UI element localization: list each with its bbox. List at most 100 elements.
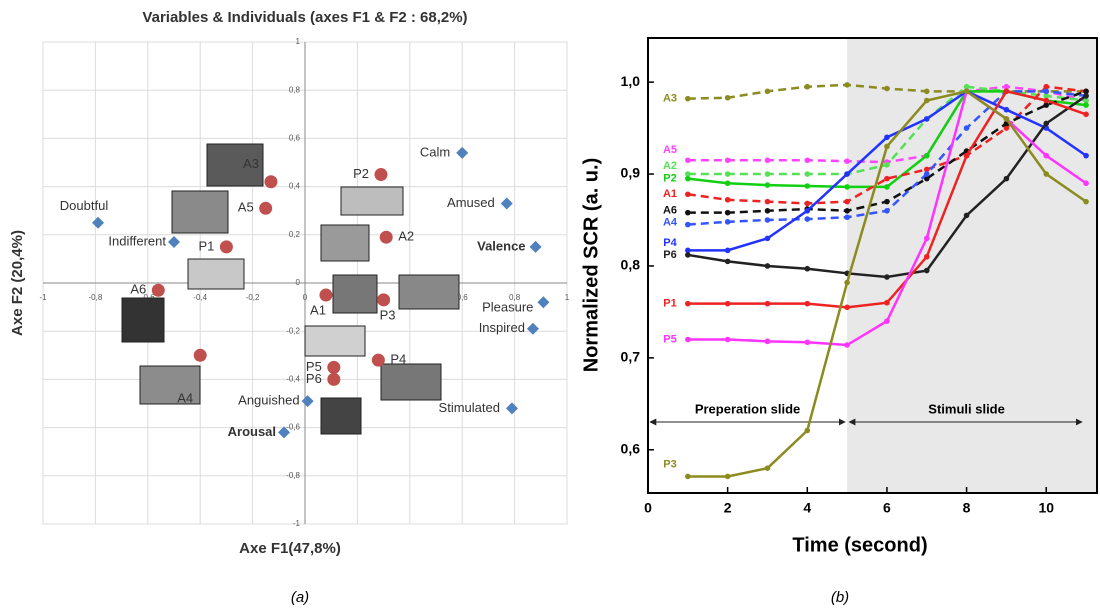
y-tick-label: -0,8 bbox=[286, 471, 300, 480]
point-label: A2 bbox=[398, 229, 414, 244]
x-tick-label: 8 bbox=[963, 500, 971, 516]
series-point bbox=[764, 171, 771, 177]
series-point bbox=[1043, 97, 1050, 104]
stimulus-shade bbox=[847, 38, 1098, 493]
series-point bbox=[764, 300, 771, 307]
series-point bbox=[1043, 102, 1050, 108]
image bbox=[171, 190, 229, 234]
individual-point bbox=[371, 353, 385, 367]
point-label: Arousal bbox=[228, 424, 276, 439]
series-point bbox=[764, 208, 771, 214]
image bbox=[380, 363, 442, 401]
series-point bbox=[724, 336, 731, 343]
series-point bbox=[963, 125, 970, 131]
series-label: P2 bbox=[663, 173, 676, 185]
series-point bbox=[844, 158, 850, 164]
x-axis-title: Time (second) bbox=[792, 534, 927, 556]
series-point bbox=[685, 473, 691, 480]
x-tick-label: 1 bbox=[565, 293, 570, 302]
point-label: Inspired bbox=[479, 320, 525, 335]
series-point bbox=[804, 216, 811, 222]
variable-point bbox=[168, 236, 180, 249]
series-point bbox=[685, 171, 691, 177]
series-point bbox=[685, 221, 691, 228]
series-point bbox=[844, 342, 850, 348]
y-tick-label: 0,6 bbox=[289, 134, 301, 143]
variable-point bbox=[500, 197, 513, 210]
individual-point bbox=[377, 293, 391, 307]
series-point bbox=[1043, 171, 1050, 177]
series-point bbox=[884, 134, 890, 141]
series-point bbox=[724, 209, 731, 216]
x-tick-label: 4 bbox=[803, 500, 811, 516]
variable-point bbox=[505, 402, 518, 415]
caption: (a) bbox=[291, 589, 309, 606]
series-point bbox=[923, 116, 930, 122]
series-label: A2 bbox=[663, 160, 677, 172]
series-point bbox=[804, 427, 811, 434]
series-point bbox=[764, 198, 771, 205]
series-point bbox=[804, 171, 811, 177]
series-point bbox=[963, 88, 970, 95]
y-tick-label: -1 bbox=[293, 519, 301, 528]
series-label: P4 bbox=[663, 237, 677, 249]
series-point bbox=[1003, 88, 1010, 95]
image bbox=[332, 274, 378, 314]
individual-point bbox=[264, 175, 278, 189]
series-point bbox=[1083, 88, 1089, 95]
caption: (b) bbox=[831, 589, 849, 606]
x-axis-title: Axe F1(47,8%) bbox=[239, 540, 341, 557]
series-point bbox=[724, 180, 731, 187]
series-point bbox=[884, 208, 890, 214]
point-label: A1 bbox=[310, 302, 326, 317]
image bbox=[320, 224, 370, 262]
series-point bbox=[1043, 120, 1050, 127]
variable-point bbox=[526, 322, 539, 335]
point-label: Indifferent bbox=[108, 233, 166, 248]
series-point bbox=[923, 267, 930, 274]
series-point bbox=[963, 212, 970, 219]
series-point bbox=[764, 338, 771, 345]
series-point bbox=[1083, 198, 1089, 205]
series-point bbox=[764, 465, 771, 471]
y-tick-label: 0,2 bbox=[289, 230, 301, 239]
x-tick-label: 0,6 bbox=[457, 293, 469, 302]
series-point bbox=[724, 196, 731, 203]
series-point bbox=[884, 184, 890, 190]
x-tick-label: 0,8 bbox=[509, 293, 521, 302]
point-label: Pleasure bbox=[482, 300, 533, 315]
individual-point bbox=[327, 360, 341, 374]
y-axis-title: Normalized SCR (a. u.) bbox=[580, 158, 602, 372]
variable-point bbox=[537, 296, 550, 309]
series-point bbox=[844, 82, 850, 88]
series-label: A6 bbox=[663, 205, 677, 217]
image bbox=[398, 274, 460, 310]
series-point bbox=[764, 217, 771, 223]
series-point bbox=[1003, 83, 1010, 90]
individual-point bbox=[259, 201, 273, 215]
series-point bbox=[844, 304, 850, 311]
series-point bbox=[963, 83, 970, 90]
y-tick-label: 0,4 bbox=[289, 182, 301, 191]
series-point bbox=[804, 208, 811, 214]
series-point bbox=[884, 318, 890, 324]
series-point bbox=[1043, 83, 1050, 90]
series-point bbox=[884, 198, 890, 205]
plot-border bbox=[647, 37, 1098, 494]
y-tick-label: 0,6 bbox=[621, 441, 641, 457]
left-points: Calm Amused Doubtful Indifferent Valence Plea… bbox=[60, 144, 550, 439]
point-label: P2 bbox=[353, 166, 369, 181]
annotation: Preperation slide bbox=[695, 401, 800, 416]
point-label: P4 bbox=[390, 352, 406, 367]
y-tick-label: 1,0 bbox=[621, 73, 641, 89]
y-tick-label: 0,9 bbox=[621, 165, 641, 181]
variable-point bbox=[301, 395, 314, 408]
series-point bbox=[963, 152, 970, 159]
x-tick-label: 10 bbox=[1038, 500, 1054, 516]
series-point bbox=[923, 88, 930, 95]
series-point bbox=[685, 191, 691, 198]
individual-point bbox=[151, 283, 165, 297]
series-point bbox=[685, 157, 691, 164]
point-label: A6 bbox=[130, 282, 146, 297]
left-grid: -1-0,8-0,6-0,4-0,200,20,40,60,81-1-0,8-0… bbox=[39, 37, 569, 528]
